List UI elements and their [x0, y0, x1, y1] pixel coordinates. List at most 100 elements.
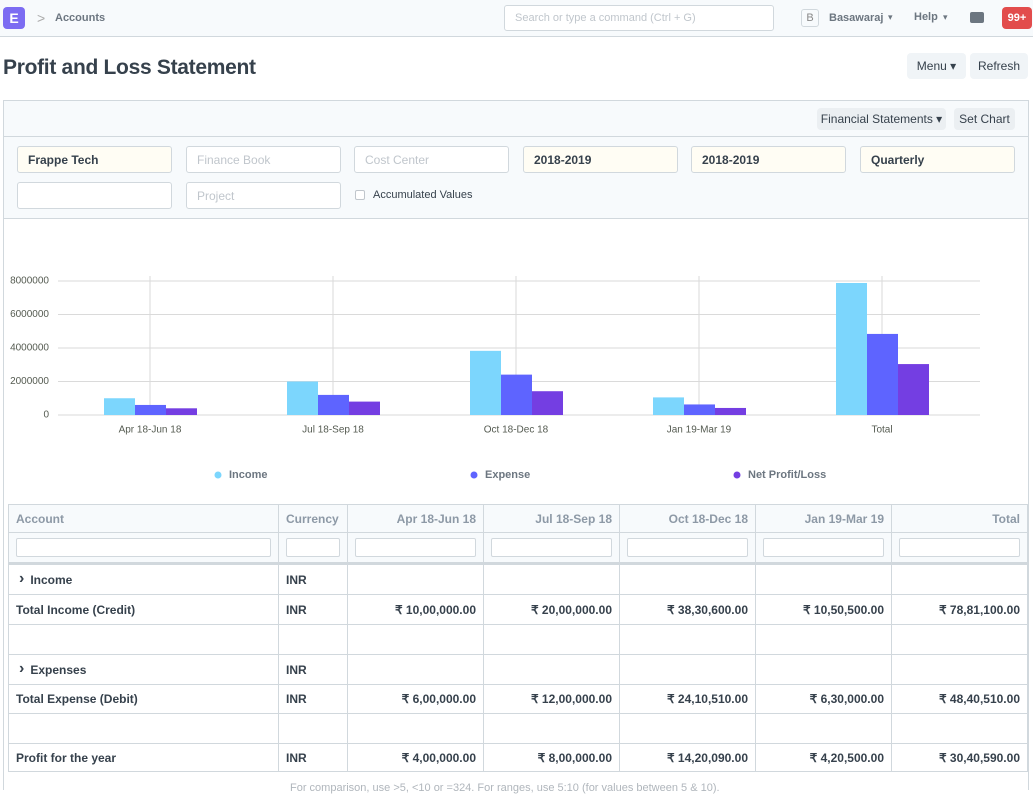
- column-header: Currency: [279, 504, 348, 533]
- filter-input[interactable]: [627, 538, 748, 557]
- filter-input[interactable]: [286, 538, 340, 557]
- bar: [287, 381, 318, 415]
- help-menu[interactable]: Help: [914, 11, 938, 23]
- cell-text: ₹ 6,30,000.00: [809, 692, 884, 706]
- expand-toggle[interactable]: ›: [19, 659, 25, 677]
- financial-statements-button[interactable]: Financial Statements ▾: [817, 108, 946, 130]
- column-header: Oct 18-Dec 18: [620, 504, 756, 533]
- cell-text: ₹ 10,00,000.00: [394, 602, 476, 617]
- cell-text: Total Expense (Debit): [16, 692, 138, 706]
- filter-input[interactable]: [491, 538, 612, 557]
- filter-cell: [348, 533, 484, 565]
- cell-text: INR: [286, 572, 307, 587]
- cell: [756, 565, 892, 595]
- account-cell: Total Expense (Debit): [8, 685, 279, 714]
- cell: [620, 714, 756, 744]
- breadcrumb[interactable]: Accounts: [55, 12, 106, 24]
- logo[interactable]: E: [3, 7, 25, 29]
- periodicity-input[interactable]: Quarterly: [860, 146, 1015, 173]
- chevron: >: [37, 10, 46, 26]
- filter-cell: [8, 533, 279, 565]
- chat-icon[interactable]: [970, 12, 984, 23]
- bar: [501, 374, 532, 415]
- filter-input[interactable]: [16, 538, 271, 557]
- y-tick-label: 0: [43, 410, 49, 421]
- y-tick-label: 2000000: [10, 376, 49, 387]
- column-header: Apr 18-Jun 18: [348, 504, 484, 533]
- from-year-input[interactable]: 2018-2019: [523, 146, 678, 173]
- cell-text: INR: [286, 602, 307, 617]
- label: Menu: [916, 59, 947, 73]
- cell: [348, 565, 484, 595]
- filter-cell: [279, 533, 348, 565]
- cell-text: ₹ 4,00,000.00: [401, 750, 476, 765]
- x-tick-label: Oct 18-Dec 18: [484, 425, 549, 436]
- blank-input[interactable]: [17, 182, 172, 209]
- cell: [484, 565, 620, 595]
- legend-swatch: [733, 471, 741, 479]
- account-cell: Profit for the year: [8, 744, 279, 772]
- project-input[interactable]: Project: [186, 182, 341, 209]
- cell: ₹ 24,10,510.00: [620, 685, 756, 714]
- checkbox-label: Accumulated Values: [373, 189, 473, 201]
- set-chart-button[interactable]: Set Chart: [954, 108, 1015, 130]
- to-year-input[interactable]: 2018-2019: [691, 146, 846, 173]
- bar: [653, 397, 684, 415]
- account-cell: › Income: [8, 565, 279, 595]
- cost-center-input[interactable]: Cost Center: [354, 146, 509, 173]
- bar: [898, 364, 929, 415]
- cell: [484, 655, 620, 685]
- cell: ₹ 14,20,090.00: [620, 744, 756, 772]
- cell: ₹ 8,00,000.00: [484, 744, 620, 772]
- user-menu[interactable]: Basawaraj: [829, 12, 884, 24]
- cell: [279, 625, 348, 655]
- notifications[interactable]: 99+: [1002, 7, 1032, 29]
- legend-label: Net Profit/Loss: [748, 469, 826, 481]
- cell: [620, 655, 756, 685]
- filter-input[interactable]: [899, 538, 1020, 557]
- cell: [348, 655, 484, 685]
- cell: [756, 625, 892, 655]
- refresh-button[interactable]: Refresh: [970, 53, 1028, 79]
- cell: [484, 625, 620, 655]
- y-tick-label: 6000000: [10, 309, 49, 320]
- bar: [684, 404, 715, 415]
- cell: ₹ 12,00,000.00: [484, 685, 620, 714]
- y-tick-label: 4000000: [10, 343, 49, 354]
- cell: INR: [279, 595, 348, 625]
- checkbox[interactable]: [355, 190, 365, 200]
- cell-text: ₹ 20,00,000.00: [530, 602, 612, 617]
- cell-text: ₹ 78,81,100.00: [938, 602, 1020, 617]
- cell: ₹ 4,00,000.00: [348, 744, 484, 772]
- bar: [349, 401, 380, 415]
- column-header: Jul 18-Sep 18: [484, 504, 620, 533]
- bar: [135, 404, 166, 415]
- page-title: Profit and Loss Statement: [3, 56, 256, 79]
- filter-input[interactable]: [355, 538, 476, 557]
- cell-text: Income: [30, 572, 73, 587]
- cell-text: ₹ 8,00,000.00: [537, 750, 612, 765]
- caret: ▾: [943, 12, 948, 22]
- legend-label: Expense: [485, 469, 530, 481]
- finance-book-input[interactable]: Finance Book: [186, 146, 341, 173]
- cell: ₹ 20,00,000.00: [484, 595, 620, 625]
- cell: [348, 625, 484, 655]
- cell-text: INR: [286, 692, 307, 706]
- company-input[interactable]: Frappe Tech: [17, 146, 172, 173]
- avatar[interactable]: B: [801, 9, 819, 27]
- cell: [892, 565, 1028, 595]
- bar: [166, 408, 197, 415]
- expand-toggle[interactable]: ›: [19, 569, 25, 587]
- filter-input[interactable]: [763, 538, 884, 557]
- search[interactable]: Search or type a command (Ctrl + G): [504, 5, 774, 31]
- cell: [348, 714, 484, 744]
- bar: [532, 391, 563, 415]
- report-frame: [3, 100, 1029, 790]
- report-table: Account Currency Apr 18-Jun 18 Jul 18-Sep 1…: [8, 504, 1028, 790]
- cell: ₹ 30,40,590.00: [892, 744, 1028, 772]
- menu-button[interactable]: Menu ▾: [907, 53, 966, 79]
- filter-cell: [484, 533, 620, 565]
- cell: ₹ 48,40,510.00: [892, 685, 1028, 714]
- cell: [484, 714, 620, 744]
- cell: ₹ 4,20,500.00: [756, 744, 892, 772]
